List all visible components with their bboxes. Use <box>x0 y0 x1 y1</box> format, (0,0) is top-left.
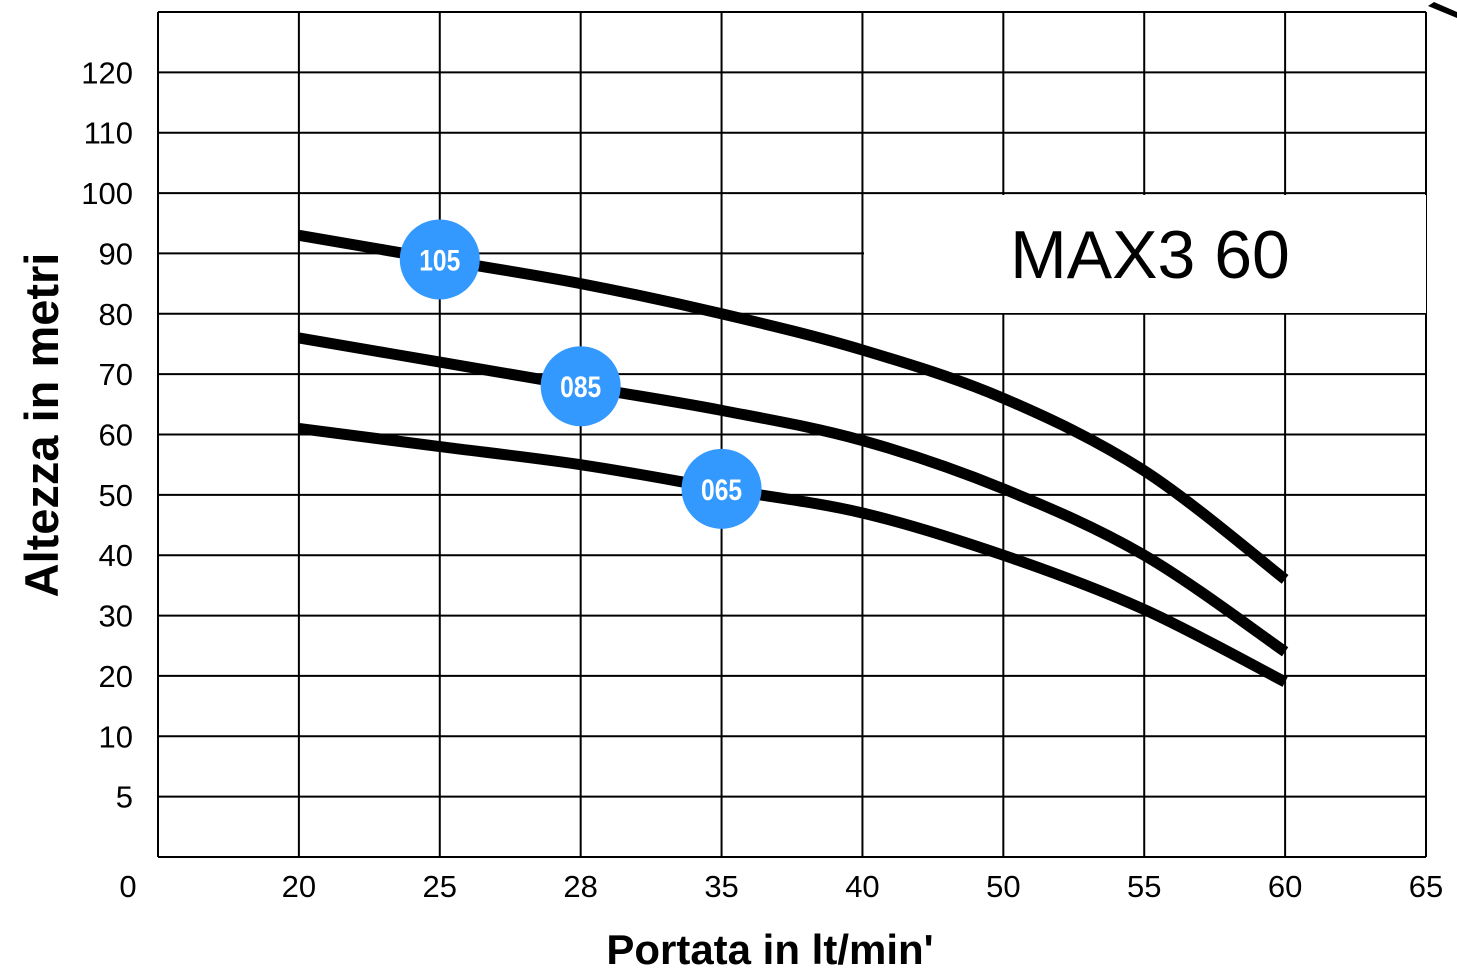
title-layer: MAX3 60 <box>864 195 1426 313</box>
y-tick-label: 70 <box>99 357 133 392</box>
series-badge-065 <box>681 448 762 529</box>
x-tick-label: 65 <box>1409 869 1443 904</box>
x-tick-label: 55 <box>1127 869 1161 904</box>
series-line-065 <box>298 423 1288 687</box>
title-backdrop <box>864 195 1426 313</box>
y-tick-label: 50 <box>99 478 133 513</box>
x-tick-label: 0 <box>119 869 136 904</box>
grid <box>157 11 1427 858</box>
x-tick-label: 20 <box>282 869 316 904</box>
series-badge-label: 085 <box>560 370 601 404</box>
series-badge-label: 065 <box>701 472 742 506</box>
series-badge-label: 105 <box>419 243 460 277</box>
y-tick-label: 110 <box>84 116 133 151</box>
series-badge-085 <box>540 346 621 427</box>
x-tick-label: 28 <box>563 869 597 904</box>
y-tick-label: 30 <box>99 599 133 634</box>
y-tick-label: 100 <box>81 176 133 211</box>
y-tick-label: 20 <box>99 659 133 694</box>
x-axis-title: Portata in lt/min' <box>606 926 933 973</box>
x-tick-label: 50 <box>986 869 1020 904</box>
x-tick-label: 60 <box>1268 869 1302 904</box>
series-badges: 105 085 065 <box>399 219 762 529</box>
x-tick-labels: 0 20 25 28 35 40 50 55 60 65 <box>119 869 1443 904</box>
y-tick-label: 40 <box>99 538 133 573</box>
y-tick-label: 60 <box>99 418 133 453</box>
corner-mark <box>1428 2 1457 18</box>
x-tick-label: 25 <box>423 869 457 904</box>
y-tick-label: 10 <box>99 719 133 754</box>
y-axis-title: Altezza in metri <box>15 253 68 598</box>
x-tick-label: 35 <box>704 869 738 904</box>
x-tick-label: 40 <box>845 869 879 904</box>
y-tick-label: 5 <box>116 780 133 815</box>
series-badge-105 <box>399 219 480 300</box>
chart-title: MAX3 60 <box>1010 217 1290 293</box>
y-tick-label: 120 <box>81 55 133 90</box>
y-tick-label: 90 <box>99 236 133 271</box>
y-tick-label: 80 <box>99 297 133 332</box>
y-tick-labels: 5 10 20 30 40 50 60 70 80 90 100 110 120 <box>81 55 133 814</box>
series-line-085 <box>297 332 1289 657</box>
